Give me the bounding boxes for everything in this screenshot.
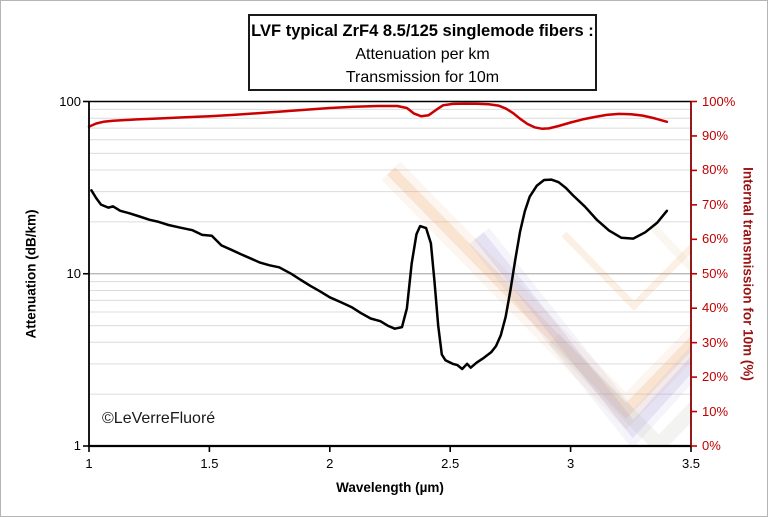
watermark-chevron — [387, 167, 691, 419]
y-right-tick-label: 20% — [702, 369, 729, 385]
chart-title-box: LVF typical ZrF4 8.5/125 singlemode fibe… — [248, 14, 597, 91]
x-tick-label: 2.5 — [441, 456, 460, 471]
chart-title-line1: LVF typical ZrF4 8.5/125 singlemode fibe… — [251, 22, 594, 40]
watermark-chevron — [468, 227, 691, 446]
watermark-chevron — [561, 231, 691, 312]
x-tick-label: 3 — [566, 456, 575, 471]
chart-title-line3: Transmission for 10m — [345, 69, 500, 86]
chart-title-line2: Attenuation per km — [355, 46, 490, 63]
y-right-tick-label: 60% — [702, 231, 729, 247]
x-tick-label: 3.5 — [681, 456, 701, 471]
x-tick-label: 2 — [326, 456, 334, 471]
y-left-tick-label: 100 — [59, 93, 81, 109]
y-right-tick-label: 90% — [702, 127, 729, 143]
x-axis-label: Wavelength (µm) — [336, 480, 444, 495]
y-right-tick-label: 40% — [702, 300, 729, 316]
y-axis-right-label: Internal transmission for 10m (%) — [740, 167, 756, 381]
y-right-tick-label: 100% — [702, 93, 736, 109]
y-left-tick-label: 1 — [73, 438, 81, 453]
transmission-curve — [87, 102, 669, 130]
watermark-chevron — [650, 224, 691, 274]
watermark-chevron — [474, 232, 691, 439]
y-right-tick-label: 10% — [702, 403, 729, 419]
y-left-tick-label: 10 — [66, 265, 81, 281]
copyright-watermark: ©LeVerreFluoré — [102, 410, 216, 427]
y-right-tick-label: 70% — [702, 196, 729, 212]
x-tick-label: 1 — [85, 456, 93, 471]
y-right-tick-label: 0% — [702, 438, 721, 453]
attenuation-curve — [90, 178, 669, 371]
y-right-tick-label: 30% — [702, 334, 729, 350]
y-right-tick-label: 50% — [702, 265, 729, 281]
x-tick-label: 1.5 — [200, 456, 219, 471]
y-right-tick-label: 80% — [702, 162, 729, 178]
watermark-chevron — [381, 161, 691, 430]
